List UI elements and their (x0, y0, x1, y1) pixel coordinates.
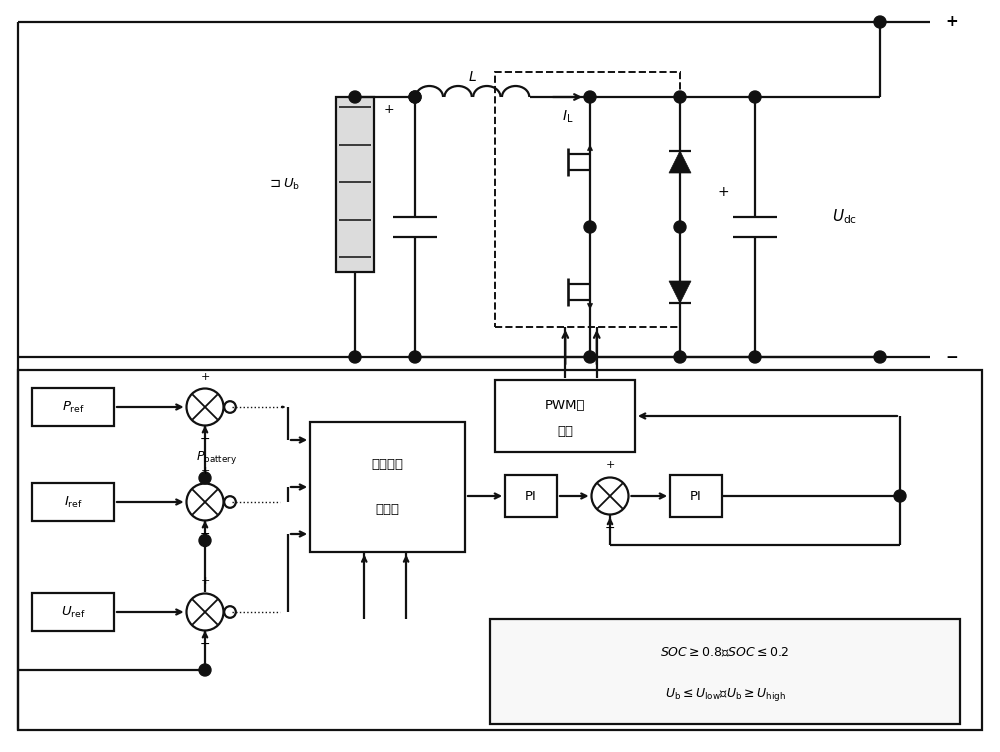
Text: PWM发: PWM发 (545, 399, 585, 411)
Circle shape (409, 91, 421, 103)
Text: +: + (200, 577, 210, 587)
Text: −: − (200, 432, 210, 445)
Circle shape (409, 91, 421, 103)
Circle shape (874, 16, 886, 28)
Text: $P_{\rm ref}$: $P_{\rm ref}$ (62, 399, 84, 414)
Circle shape (749, 351, 761, 363)
Text: $U_{\rm ref}$: $U_{\rm ref}$ (61, 605, 85, 620)
Text: $\sqsupset U_{\rm b}$: $\sqsupset U_{\rm b}$ (267, 177, 300, 192)
Text: +: + (200, 371, 210, 381)
Text: −: − (200, 638, 210, 650)
Circle shape (674, 91, 686, 103)
Text: PI: PI (525, 490, 537, 502)
Circle shape (874, 351, 886, 363)
FancyBboxPatch shape (32, 593, 114, 631)
FancyBboxPatch shape (495, 380, 635, 452)
Text: −: − (605, 521, 615, 535)
Text: $I_{\rm L}$: $I_{\rm L}$ (562, 109, 574, 125)
Text: 式切换: 式切换 (376, 502, 400, 516)
FancyBboxPatch shape (310, 422, 465, 552)
FancyBboxPatch shape (336, 97, 374, 272)
Text: $SOC\geq0.8$或$SOC\leq0.2$: $SOC\geq0.8$或$SOC\leq0.2$ (660, 646, 790, 660)
Circle shape (349, 351, 361, 363)
Circle shape (199, 535, 211, 547)
Text: $U_{\rm dc}$: $U_{\rm dc}$ (832, 208, 858, 226)
Polygon shape (669, 151, 691, 173)
Circle shape (199, 664, 211, 676)
FancyBboxPatch shape (505, 475, 557, 517)
Circle shape (409, 351, 421, 363)
FancyBboxPatch shape (490, 619, 960, 724)
Circle shape (749, 91, 761, 103)
Text: $U_{\rm b}\leq U_{\rm low}$或$U_{\rm b}\geq U_{\rm high}$: $U_{\rm b}\leq U_{\rm low}$或$U_{\rm b}\g… (665, 686, 785, 703)
Circle shape (199, 472, 211, 484)
Text: L: L (469, 70, 476, 84)
Text: −: − (200, 527, 210, 541)
Circle shape (894, 490, 906, 502)
Text: PI: PI (690, 490, 702, 502)
Text: +: + (945, 14, 958, 29)
FancyBboxPatch shape (670, 475, 722, 517)
Circle shape (584, 351, 596, 363)
Circle shape (674, 221, 686, 233)
Text: +: + (384, 103, 395, 116)
Text: +: + (717, 185, 729, 199)
Circle shape (349, 91, 361, 103)
Text: $I_{\rm ref}$: $I_{\rm ref}$ (64, 495, 82, 510)
Text: $P_{\rm battery}$: $P_{\rm battery}$ (196, 448, 238, 465)
Circle shape (584, 91, 596, 103)
Text: 充放电模: 充放电模 (372, 459, 404, 472)
Polygon shape (669, 281, 691, 303)
Circle shape (674, 351, 686, 363)
FancyBboxPatch shape (18, 370, 982, 730)
Text: 生器: 生器 (557, 426, 573, 438)
FancyBboxPatch shape (32, 388, 114, 426)
Text: +: + (605, 460, 615, 471)
FancyBboxPatch shape (32, 483, 114, 521)
Circle shape (584, 221, 596, 233)
Text: +: + (200, 466, 210, 477)
Text: −: − (945, 350, 958, 365)
